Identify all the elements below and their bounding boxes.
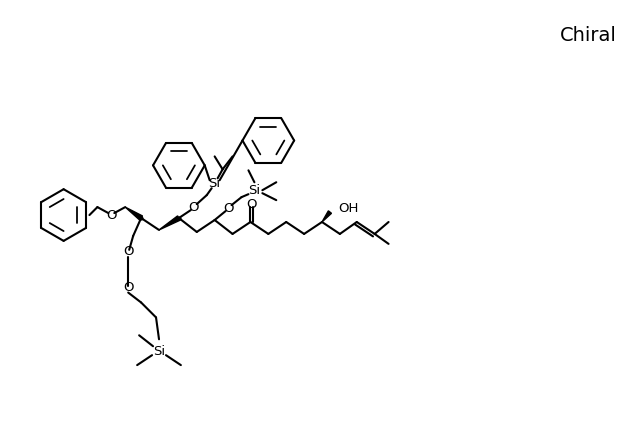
Polygon shape: [125, 207, 143, 220]
Polygon shape: [322, 211, 332, 222]
Text: O: O: [106, 209, 116, 222]
Text: O: O: [189, 201, 199, 214]
Text: Chiral: Chiral: [560, 26, 617, 45]
Text: OH: OH: [338, 202, 358, 214]
Text: Si: Si: [209, 177, 221, 190]
Text: Si: Si: [248, 184, 260, 197]
Text: O: O: [246, 198, 257, 210]
Text: Si: Si: [153, 345, 165, 358]
Text: O: O: [223, 202, 234, 214]
Polygon shape: [159, 216, 180, 230]
Text: O: O: [123, 245, 134, 258]
Text: O: O: [123, 281, 134, 294]
